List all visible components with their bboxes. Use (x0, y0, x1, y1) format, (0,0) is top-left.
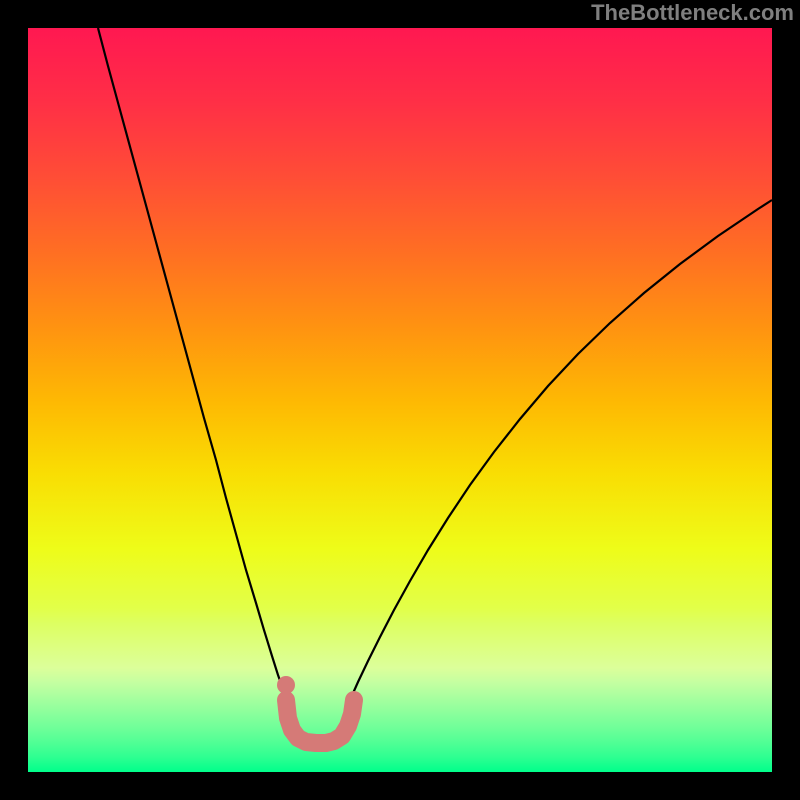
curve-overlay (28, 28, 772, 772)
chart-container: TheBottleneck.com (0, 0, 800, 800)
right-curve (350, 200, 772, 700)
watermark-text: TheBottleneck.com (591, 0, 794, 26)
left-curve (98, 28, 287, 700)
bottom-marker-path (286, 700, 354, 743)
plot-area (28, 28, 772, 772)
bottom-marker-dot (277, 676, 295, 694)
